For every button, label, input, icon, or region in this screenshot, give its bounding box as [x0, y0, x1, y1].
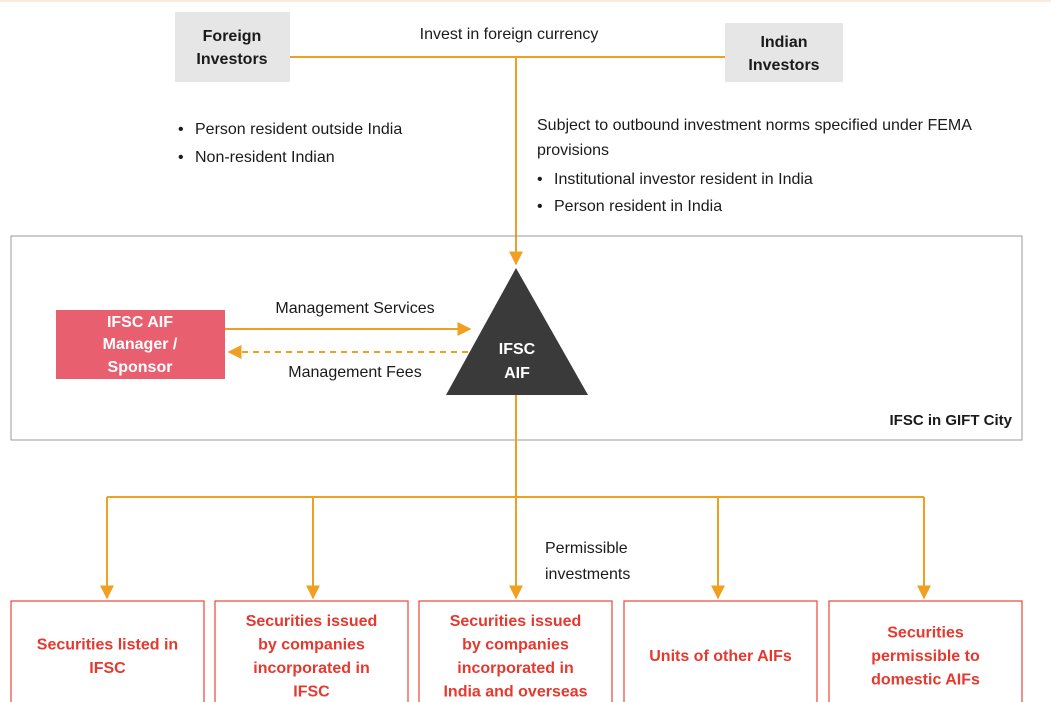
- bullet: •: [178, 121, 184, 138]
- target-label: Securities listed in: [37, 636, 178, 653]
- manager-label: IFSC AIF: [107, 314, 173, 331]
- target-label: by companies: [462, 636, 569, 653]
- investments-label: investments: [545, 566, 630, 583]
- target-label: Securities: [887, 625, 964, 642]
- manager-label: Sponsor: [108, 359, 173, 376]
- note: Non-resident Indian: [195, 149, 335, 166]
- services-label: Management Services: [275, 300, 434, 317]
- target-label: permissible to: [871, 648, 980, 665]
- target-label: incorporated in: [253, 660, 369, 677]
- bullet: •: [178, 149, 184, 166]
- manager-label: Manager /: [103, 336, 178, 353]
- note: provisions: [537, 142, 609, 159]
- indian-box: [725, 23, 843, 82]
- foreign-label: Foreign: [203, 28, 262, 45]
- target-box: [214, 600, 409, 702]
- target-label: Units of other AIFs: [649, 648, 792, 665]
- fees-label: Management Fees: [288, 364, 421, 381]
- target-label: domestic AIFs: [871, 672, 980, 689]
- aif-label: IFSC: [499, 341, 536, 358]
- zone-label: IFSC in GIFT City: [890, 412, 1013, 429]
- target-label: by companies: [258, 636, 365, 653]
- target-label: Securities issued: [450, 613, 582, 630]
- target-box: [418, 600, 613, 702]
- targets: Securities listed in IFSC Securities issue…: [10, 497, 1023, 702]
- foreign-box: [175, 12, 290, 82]
- target-box: [623, 600, 818, 702]
- target-label: incorporated in: [457, 660, 573, 677]
- note: Person resident in India: [554, 198, 722, 215]
- target-label: IFSC: [293, 683, 330, 700]
- manager-box: [56, 310, 225, 379]
- indian-label: Investors: [748, 57, 819, 74]
- investments-label: Permissible: [545, 540, 628, 557]
- note: Person resident outside India: [195, 121, 402, 138]
- target-label: India and overseas: [443, 683, 587, 700]
- indian-label: Indian: [760, 34, 807, 51]
- target-label: IFSC: [89, 660, 126, 677]
- bullet: •: [537, 198, 543, 215]
- aif-triangle: [446, 268, 588, 395]
- target-label: Securities issued: [246, 613, 378, 630]
- note: Subject to outbound investment norms spe…: [537, 117, 972, 134]
- target-box: [828, 600, 1023, 702]
- foreign-label: Investors: [196, 51, 267, 68]
- target-box: [10, 600, 205, 702]
- aif-label: AIF: [504, 365, 530, 382]
- bullet: •: [537, 171, 543, 188]
- flow-label: Invest in foreign currency: [420, 26, 599, 43]
- note: Institutional investor resident in India: [554, 171, 813, 188]
